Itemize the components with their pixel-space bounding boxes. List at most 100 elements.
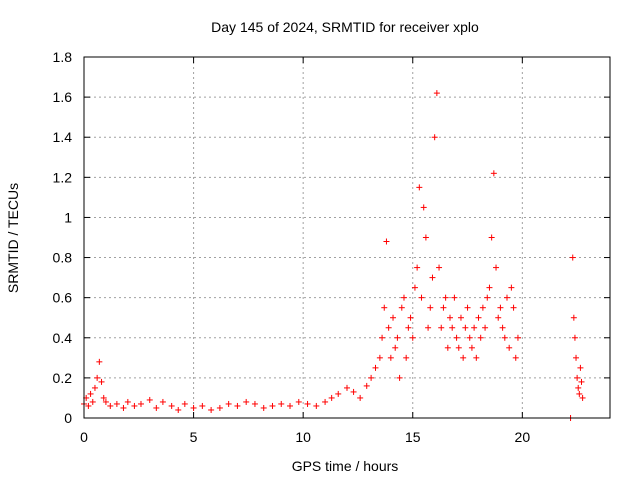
data-point [416, 184, 423, 191]
y-axis-label: SRMTID / TECUs [5, 183, 21, 293]
data-point [120, 404, 127, 411]
data-point [102, 398, 109, 405]
data-point [159, 398, 166, 405]
data-point [442, 294, 449, 301]
data-point [499, 324, 506, 331]
data-point [573, 354, 580, 361]
data-point [571, 334, 578, 341]
data-point [98, 378, 105, 385]
data-point [490, 170, 497, 177]
data-point [466, 334, 473, 341]
data-point [94, 374, 101, 381]
data-point [328, 394, 335, 401]
data-point [409, 334, 416, 341]
data-point [96, 358, 103, 365]
data-point [87, 390, 94, 397]
data-point [107, 402, 114, 409]
data-point [512, 354, 519, 361]
y-tick-label: 1.4 [53, 129, 73, 145]
chart-title: Day 145 of 2024, SRMTID for receiver xpl… [211, 19, 479, 35]
data-point [379, 334, 386, 341]
data-point [418, 294, 425, 301]
y-tick-label: 0.6 [53, 290, 73, 306]
data-point [400, 294, 407, 301]
x-tick-label: 0 [80, 429, 88, 445]
data-point [422, 234, 429, 241]
data-point [451, 294, 458, 301]
x-axis-label: GPS time / hours [292, 458, 399, 474]
data-point [269, 402, 276, 409]
data-point [199, 402, 206, 409]
data-point [387, 354, 394, 361]
y-tick-label: 0.2 [53, 370, 73, 386]
data-point [403, 354, 410, 361]
y-tick-labels: 0 0.2 0.4 0.6 0.8 1 1.2 1.4 1.6 1.8 [53, 49, 73, 426]
data-point [508, 284, 515, 291]
x-tick-label: 10 [295, 429, 311, 445]
data-point [506, 344, 513, 351]
data-point [357, 394, 364, 401]
data-point [396, 374, 403, 381]
data-point [381, 304, 388, 311]
data-point [390, 314, 397, 321]
data-point [216, 404, 223, 411]
data-point [137, 400, 144, 407]
data-point [447, 314, 454, 321]
data-point [251, 400, 258, 407]
data-point [484, 294, 491, 301]
y-tick-label: 1.6 [53, 89, 73, 105]
data-point [304, 400, 311, 407]
data-point [455, 344, 462, 351]
data-point [431, 134, 438, 141]
data-point [344, 384, 350, 391]
data-point [464, 304, 471, 311]
data-point [576, 390, 583, 397]
data-point [153, 404, 160, 411]
y-tick-label: 0.8 [53, 250, 73, 266]
data-point [497, 304, 504, 311]
data-point [436, 264, 443, 271]
data-point [85, 402, 92, 409]
data-point [260, 404, 267, 411]
data-point [322, 398, 329, 405]
data-point [146, 396, 153, 403]
data-point [493, 264, 500, 271]
data-point [427, 304, 434, 311]
data-point [295, 398, 302, 405]
data-point [438, 324, 445, 331]
data-point [449, 324, 456, 331]
data-point [444, 344, 451, 351]
data-point [278, 400, 285, 407]
data-point [168, 402, 175, 409]
y-tick-label: 1.2 [53, 169, 73, 185]
data-point [407, 314, 414, 321]
data-point [392, 344, 399, 351]
data-point [335, 390, 342, 397]
data-point [350, 388, 357, 395]
data-point [190, 404, 197, 411]
data-point [440, 304, 447, 311]
data-point [479, 304, 486, 311]
y-tick-label: 0.4 [53, 330, 73, 346]
data-point [510, 304, 517, 311]
data-points [81, 90, 586, 421]
data-point [577, 364, 584, 371]
data-point [570, 314, 577, 321]
data-point [453, 334, 460, 341]
data-point [372, 364, 379, 371]
data-point [234, 402, 241, 409]
x-tick-label: 20 [515, 429, 531, 445]
data-point [175, 406, 182, 413]
tick-layer [83, 56, 610, 419]
data-point [243, 398, 250, 405]
data-point [460, 354, 467, 361]
x-tick-label: 15 [405, 429, 421, 445]
data-point [475, 314, 482, 321]
data-point [468, 344, 475, 351]
grid-layer [84, 57, 610, 418]
data-point [181, 400, 188, 407]
data-point [429, 274, 436, 281]
data-point [462, 324, 469, 331]
data-point [569, 254, 576, 261]
